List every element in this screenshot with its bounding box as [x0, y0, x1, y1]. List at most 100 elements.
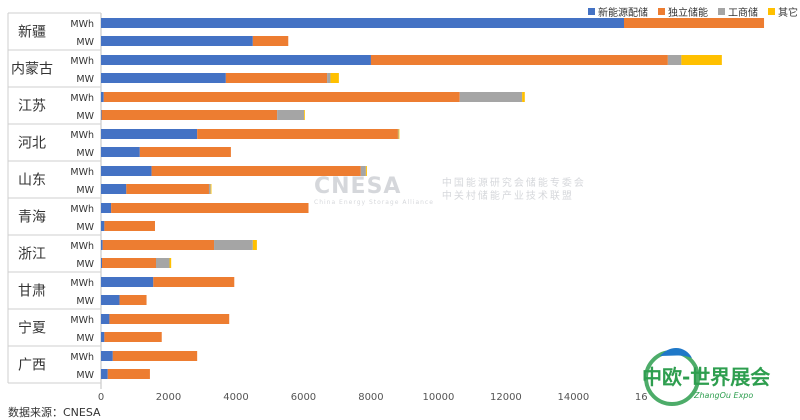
- x-tick-label: 14000: [557, 392, 589, 403]
- legend-item: 新能源配储: [588, 4, 648, 19]
- logo-sub-text: ZhangOu Expo: [693, 391, 753, 400]
- bar-segment: [101, 110, 102, 120]
- y-axis-labels: 新疆 MWh MW 内蒙古 MWh MW 江苏 MWh MW 河北 MWh MW 山东 MWh MW 青海 MW…: [11, 19, 95, 381]
- bar-segment: [101, 332, 105, 342]
- unit-label: MW: [76, 148, 94, 159]
- bar-segment: [214, 240, 253, 250]
- group-label: 甘肃: [18, 284, 46, 300]
- leaf-icon: [660, 347, 692, 358]
- bar-segment: [126, 184, 209, 194]
- bar-segment: [101, 92, 104, 102]
- bar-segment: [107, 369, 150, 379]
- x-axis-ticks: 0 2000 4000 6000 8000 10000 12000 14000 16: [98, 392, 648, 403]
- bar-segment: [101, 184, 127, 194]
- bar-segment: [101, 221, 105, 231]
- unit-label: MW: [76, 296, 94, 307]
- watermark-cn-line1: 中国能源研究会储能专委会: [441, 178, 586, 189]
- unit-label: MW: [76, 222, 94, 233]
- unit-label: MW: [76, 333, 94, 344]
- bar-segment: [101, 73, 226, 83]
- x-tick-label: 10000: [423, 392, 455, 403]
- unit-label: MWh: [70, 19, 94, 30]
- bar-segment: [169, 258, 172, 268]
- bar-segment: [252, 240, 257, 250]
- bar-segment: [102, 258, 156, 268]
- bar-segment: [112, 351, 198, 361]
- legend-label: 独立储能: [668, 8, 708, 19]
- unit-label: MW: [76, 259, 94, 270]
- watermark-sub: China Energy Storage Alliance: [314, 199, 434, 206]
- source-note: 数据来源：CNESA: [8, 406, 101, 419]
- group-label: 山东: [18, 173, 46, 189]
- bar-segment: [277, 110, 305, 120]
- group-label: 内蒙古: [11, 62, 53, 78]
- bar-segment: [102, 240, 215, 250]
- x-tick-label: 0: [98, 392, 104, 403]
- bar-segment: [151, 166, 361, 176]
- group-label: 新疆: [18, 25, 46, 41]
- unit-label: MWh: [70, 93, 94, 104]
- unit-label: MWh: [70, 278, 94, 289]
- expo-logo: 中欧-世界展会 ZhangOu Expo: [642, 347, 770, 406]
- bar-segment: [101, 295, 120, 305]
- x-tick-label: 6000: [291, 392, 316, 403]
- bar-segment: [101, 166, 152, 176]
- unit-label: MW: [76, 37, 94, 48]
- bar-segment: [522, 92, 525, 102]
- group-label: 河北: [18, 136, 46, 152]
- bar-segment: [365, 166, 367, 176]
- group-label: 浙江: [18, 247, 46, 263]
- bar-segment: [104, 221, 155, 231]
- bar-segment: [101, 36, 253, 46]
- logo-main-text: 中欧-世界展会: [642, 365, 770, 389]
- bar-segment: [101, 258, 103, 268]
- bar-segment: [667, 55, 682, 65]
- group-label: 宁夏: [18, 320, 46, 337]
- bar-segment: [101, 203, 112, 213]
- watermark-main: CNESA: [314, 174, 402, 199]
- bar-segment: [101, 314, 110, 324]
- unit-label: MW: [76, 111, 94, 122]
- legend-swatch: [588, 8, 595, 15]
- bar-segment: [101, 55, 371, 65]
- watermark-cn-line2: 中关村储能产业技术联盟: [441, 191, 574, 202]
- cnesa-watermark: CNESA China Energy Storage Alliance 中国能源…: [314, 174, 586, 206]
- bar-segment: [119, 295, 147, 305]
- bar-segment: [153, 277, 235, 287]
- unit-label: MW: [76, 185, 94, 196]
- bar-segment: [370, 55, 668, 65]
- legend-label: 新能源配储: [598, 8, 648, 19]
- bar-segment: [360, 166, 366, 176]
- bar-segment: [104, 332, 162, 342]
- bar-segment: [624, 18, 765, 28]
- bar-segment: [197, 129, 398, 139]
- unit-label: MWh: [70, 204, 94, 215]
- bar-segment: [101, 240, 103, 250]
- bar-segment: [459, 92, 523, 102]
- bar-segment: [398, 129, 400, 139]
- x-tick-label: 16: [635, 392, 648, 403]
- bar-segment: [101, 129, 198, 139]
- legend-label: 其它: [778, 8, 798, 19]
- bar-segment: [109, 314, 230, 324]
- bar-segment: [101, 18, 624, 28]
- legend-swatch: [718, 8, 725, 15]
- unit-label: MWh: [70, 241, 94, 252]
- bar-segment: [210, 184, 212, 194]
- bar-segment: [681, 55, 722, 65]
- group-label: 青海: [18, 210, 46, 226]
- unit-label: MWh: [70, 167, 94, 178]
- bar-segment: [101, 147, 140, 157]
- bars: [101, 18, 765, 379]
- legend-item: 其它: [768, 4, 798, 19]
- unit-label: MWh: [70, 352, 94, 363]
- unit-label: MW: [76, 74, 94, 85]
- bar-segment: [103, 92, 460, 102]
- bar-segment: [327, 73, 331, 83]
- unit-label: MWh: [70, 315, 94, 326]
- bar-segment: [397, 129, 399, 139]
- legend-swatch: [658, 8, 665, 15]
- bar-segment: [101, 277, 154, 287]
- x-tick-label: 12000: [490, 392, 522, 403]
